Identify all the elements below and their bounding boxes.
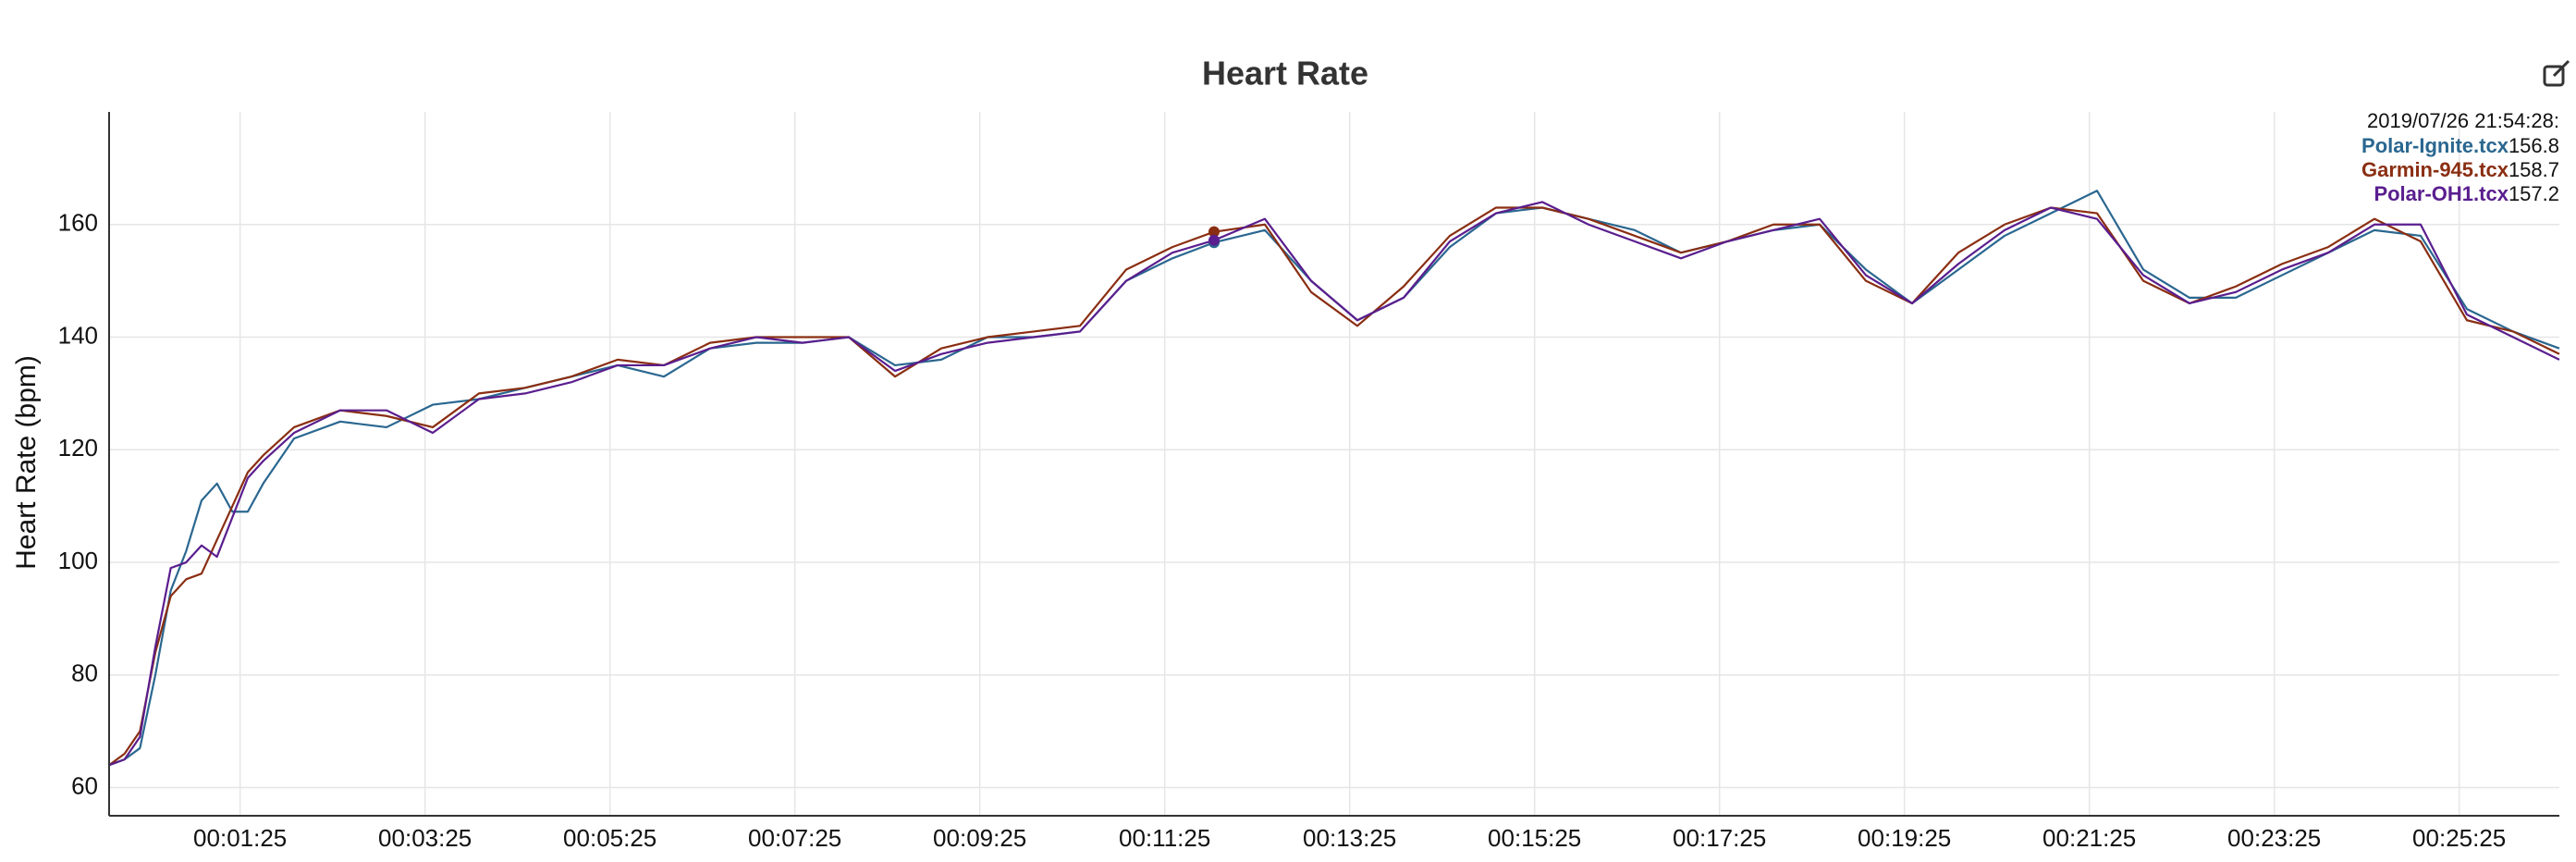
y-tick-label: 100 — [58, 547, 98, 574]
tooltip-series-name: Garmin-945.tcx — [2361, 158, 2509, 181]
tooltip: 2019/07/26 21:54:28:Polar-Ignite.tcx156.… — [1208, 109, 2559, 249]
tooltip-entry: Garmin-945.tcx158.7 — [2361, 158, 2559, 181]
x-tick-label: 00:25:25 — [2412, 824, 2506, 852]
tooltip-value: 156.8 — [2509, 134, 2559, 157]
x-tick-label: 00:23:25 — [2227, 824, 2321, 852]
axes: 60 80 100 120 140 160 00:01:25 00:03:25 00:05:25… — [58, 112, 2559, 852]
x-tick-label: 00:03:25 — [378, 824, 472, 852]
x-tick-label: 00:09:25 — [933, 824, 1026, 852]
lines — [108, 190, 2560, 767]
x-tick-label: 00:21:25 — [2042, 824, 2136, 852]
y-tick-label: 160 — [58, 209, 98, 237]
chart-title: Heart Rate — [1202, 55, 1368, 92]
x-tick-label: 00:11:25 — [1119, 824, 1210, 852]
edit-icon-pen[interactable] — [2552, 59, 2570, 78]
tooltip-time: 2019/07/26 21:54:28: — [2367, 109, 2559, 132]
y-axis-label: Heart Rate (bpm) — [11, 355, 42, 570]
tooltip-value: 157.2 — [2509, 182, 2559, 205]
x-tick-label: 00:15:25 — [1488, 824, 1581, 852]
x-tick-label: 00:17:25 — [1673, 824, 1766, 852]
y-tick-label: 80 — [71, 659, 98, 687]
tooltip-series-name: Polar-OH1.tcx — [2374, 182, 2509, 205]
hover-point — [1208, 234, 1220, 246]
x-tick-label: 00:01:25 — [193, 824, 287, 852]
x-tick-label: 00:07:25 — [748, 824, 841, 852]
series-line — [108, 190, 2560, 767]
series-line — [108, 206, 2560, 767]
x-tick-label: 00:19:25 — [1858, 824, 1951, 852]
y-tick-label: 60 — [71, 771, 98, 799]
y-tick-label: 120 — [58, 434, 98, 462]
series-line — [108, 201, 2560, 767]
x-tick-label: 00:05:25 — [563, 824, 656, 852]
tooltip-entry: Polar-OH1.tcx157.2 — [2374, 182, 2559, 205]
y-tick-label: 140 — [58, 321, 98, 349]
tooltip-value: 158.7 — [2509, 158, 2559, 181]
tooltip-entry: Polar-Ignite.tcx156.8 — [2361, 134, 2559, 157]
grid — [109, 112, 2559, 816]
hover-point — [1208, 226, 1220, 238]
x-tick-label: 00:13:25 — [1303, 824, 1396, 852]
edit-icon-box[interactable] — [2543, 65, 2565, 87]
edit-icon[interactable] — [2543, 59, 2570, 87]
tooltip-series-name: Polar-Ignite.tcx — [2361, 134, 2509, 157]
